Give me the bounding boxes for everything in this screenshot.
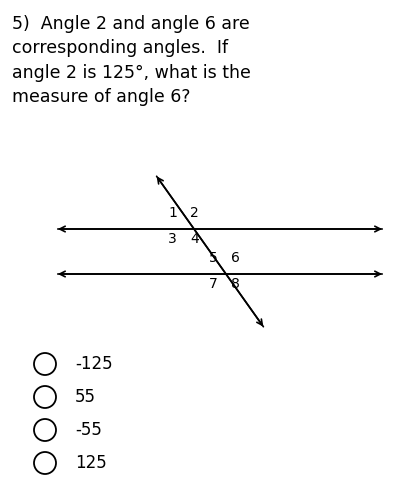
Text: 6: 6 [231,251,240,265]
Text: 55: 55 [75,388,96,406]
Text: 7: 7 [209,277,218,291]
Text: 2: 2 [190,206,199,220]
Text: 5: 5 [209,251,218,265]
Text: 4: 4 [190,232,199,246]
Text: 3: 3 [168,232,177,246]
Text: -125: -125 [75,355,113,373]
Text: 8: 8 [231,277,240,291]
Text: 125: 125 [75,454,107,472]
Text: -55: -55 [75,421,102,439]
Text: 1: 1 [168,206,177,220]
Text: 5)  Angle 2 and angle 6 are
corresponding angles.  If
angle 2 is 125°, what is t: 5) Angle 2 and angle 6 are corresponding… [12,15,251,106]
